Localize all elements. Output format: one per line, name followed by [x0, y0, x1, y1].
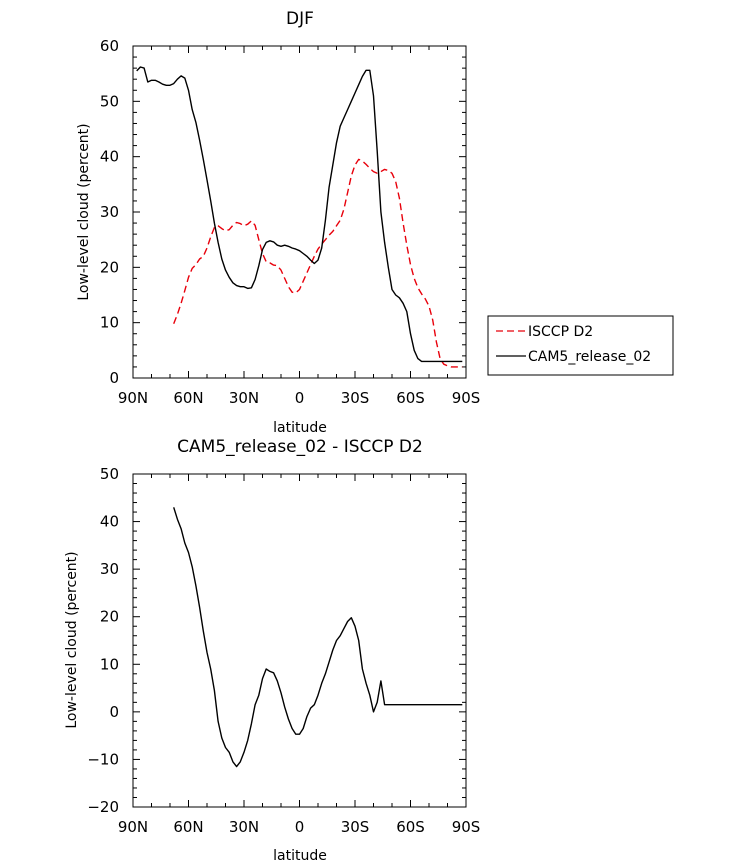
bottom-x-axis-label: latitude [273, 848, 327, 864]
top-axes: 90N 60N 30N 0 30S 60S 90S 0 10 20 30 40 50 60 [100, 37, 480, 407]
y-tick-label: 40 [100, 148, 119, 166]
bottom-series [173, 507, 463, 768]
top-series [136, 66, 463, 368]
x-tick-label: 60S [396, 389, 425, 407]
legend-label-cam5: CAM5_release_02 [528, 349, 651, 365]
series-line-cam5-release-02 [136, 66, 463, 363]
x-tick-label: 90N [118, 389, 148, 407]
series-line-difference [173, 507, 463, 768]
y-tick-label: 30 [100, 560, 119, 578]
bottom-panel: CAM5_release_02 - ISCCP D2 90N 60N 30N 0 30S… [64, 437, 480, 864]
legend-label-isccp: ISCCP D2 [528, 324, 593, 340]
x-tick-label: 60N [173, 818, 203, 836]
y-tick-label: 20 [100, 608, 119, 626]
top-chart-title: DJF [286, 9, 314, 29]
x-tick-label: 30N [229, 818, 259, 836]
series-line-isccp-d2 [173, 158, 463, 368]
x-tick-label: 90S [452, 389, 481, 407]
x-tick-label: 90N [118, 818, 148, 836]
y-tick-label: 0 [109, 369, 119, 387]
bottom-y-axis-label: Low-level cloud (percent) [64, 551, 80, 728]
y-tick-label: 50 [100, 465, 119, 483]
x-tick-label: 0 [295, 389, 305, 407]
bottom-plot-frame [132, 473, 467, 808]
bottom-axes: 90N 60N 30N 0 30S 60S 90S −20 −10 0 10 20 30 40 50 [87, 465, 480, 836]
top-panel: DJF 90N 60N 30N 0 30S 60S 90S 0 10 20 30 40 50 60 lat… [76, 9, 674, 436]
bottom-chart-title: CAM5_release_02 - ISCCP D2 [177, 437, 423, 457]
y-tick-label: 30 [100, 203, 119, 221]
x-tick-label: 30S [341, 389, 370, 407]
y-tick-label: 20 [100, 258, 119, 276]
top-x-axis-label: latitude [273, 420, 327, 436]
x-tick-label: 60N [173, 389, 203, 407]
x-tick-label: 0 [295, 818, 305, 836]
legend: ISCCP D2 CAM5_release_02 [487, 315, 674, 376]
x-tick-label: 60S [396, 818, 425, 836]
x-tick-label: 30S [341, 818, 370, 836]
top-y-axis-label: Low-level cloud (percent) [76, 123, 92, 300]
y-tick-label: 40 [100, 513, 119, 531]
y-tick-label: 0 [109, 703, 119, 721]
x-tick-label: 90S [452, 818, 481, 836]
top-plot-frame [132, 45, 467, 379]
y-tick-label: 10 [100, 655, 119, 673]
y-tick-label: −10 [87, 750, 119, 768]
y-tick-label: 50 [100, 92, 119, 110]
y-tick-label: 60 [100, 37, 119, 55]
y-tick-label: 10 [100, 314, 119, 332]
legend-box [487, 315, 674, 376]
x-tick-label: 30N [229, 389, 259, 407]
y-tick-label: −20 [87, 798, 119, 816]
